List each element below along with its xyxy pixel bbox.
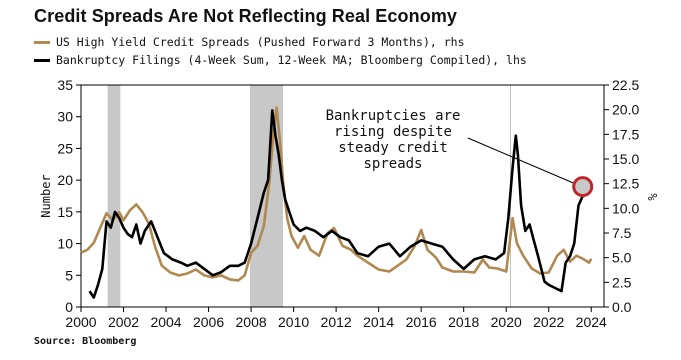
y-left-tick-label-20: 20 [57, 172, 73, 188]
x-tick-label-2002: 2002 [108, 314, 139, 330]
y-right-tick-label-2.5: 2.5 [612, 274, 632, 290]
x-tick-label-2016: 2016 [406, 314, 437, 330]
y-right-tick-label-10.0: 10.0 [612, 200, 639, 216]
legend-item-credit-spreads: US High Yield Credit Spreads (Pushed For… [34, 35, 465, 49]
legend-item-bankruptcy-filings: Bankruptcy Filings (4-Week Sum, 12-Week … [34, 53, 527, 67]
annotation-text-line-1: rising despite [334, 124, 452, 140]
x-tick-label-2010: 2010 [278, 314, 309, 330]
chart-title: Credit Spreads Are Not Reflecting Real E… [34, 6, 458, 26]
annotation-text-line-3: spreads [363, 156, 422, 172]
x-tick-label-2024: 2024 [576, 314, 607, 330]
y-right-tick-label-20.0: 20.0 [612, 102, 639, 118]
legend-label-credit-spreads: US High Yield Credit Spreads (Pushed For… [56, 35, 465, 49]
annotation-arrow [467, 137, 575, 185]
y-right-tick-label-0.0: 0.0 [612, 299, 632, 315]
y-right-tick-label-5.0: 5.0 [612, 250, 632, 266]
x-tick-label-2004: 2004 [150, 314, 181, 330]
source-note: Source: Bloomberg [34, 336, 137, 347]
y-left-tick-label-10: 10 [57, 236, 73, 252]
x-axis: 2000 2002 2004 2006 2008 2010 2012 2014 2016 2018… [65, 307, 607, 330]
y-left-tick-label-15: 15 [57, 204, 73, 220]
y-right-tick-label-17.5: 17.5 [612, 126, 639, 142]
series-line-credit-spreads [80, 106, 593, 282]
annotation-text-line-0: Bankruptcies are [326, 108, 461, 124]
series-line-bankruptcy-filings [88, 109, 588, 299]
x-tick-label-2014: 2014 [363, 314, 394, 330]
x-tick-label-2000: 2000 [65, 314, 96, 330]
legend-swatch-bankruptcy-filings [34, 58, 50, 62]
x-tick-label-2006: 2006 [193, 314, 224, 330]
legend-label-bankruptcy-filings: Bankruptcy Filings (4-Week Sum, 12-Week … [56, 53, 527, 67]
plot-frame [80, 84, 605, 308]
y-axis-right-label: % [646, 193, 660, 201]
y-left-tick-label-0: 0 [65, 299, 73, 315]
x-tick-label-2008: 2008 [236, 314, 267, 330]
y-right-tick-label-7.5: 7.5 [612, 225, 632, 241]
x-tick-label-2020: 2020 [491, 314, 522, 330]
y-left-tick-label-5: 5 [65, 267, 73, 283]
y-left-tick-label-25: 25 [57, 140, 73, 156]
y-axis-left-label: Number [39, 174, 53, 217]
y-right-tick-label-22.5: 22.5 [612, 77, 639, 93]
recession-band-0 [107, 85, 121, 307]
recession-shading [107, 85, 283, 307]
annotation-text-line-2: steady credit [338, 140, 448, 156]
y-right-tick-label-15.0: 15.0 [612, 151, 639, 167]
y-axis-right: 0.0 2.5 5.0 7.5 10.0 12.5 15.0 17.5 20.0 22.5 [604, 77, 639, 315]
x-tick-label-2018: 2018 [448, 314, 479, 330]
y-left-tick-label-30: 30 [57, 109, 73, 125]
y-left-tick-label-35: 35 [57, 77, 73, 93]
annotation-highlight-circle [572, 176, 594, 198]
y-right-tick-label-12.5: 12.5 [612, 176, 639, 192]
y-axis-left: 0 5 10 15 20 25 30 35 [57, 77, 81, 315]
legend-swatch-credit-spreads [34, 40, 50, 44]
x-tick-label-2012: 2012 [321, 314, 352, 330]
x-tick-label-2022: 2022 [533, 314, 564, 330]
